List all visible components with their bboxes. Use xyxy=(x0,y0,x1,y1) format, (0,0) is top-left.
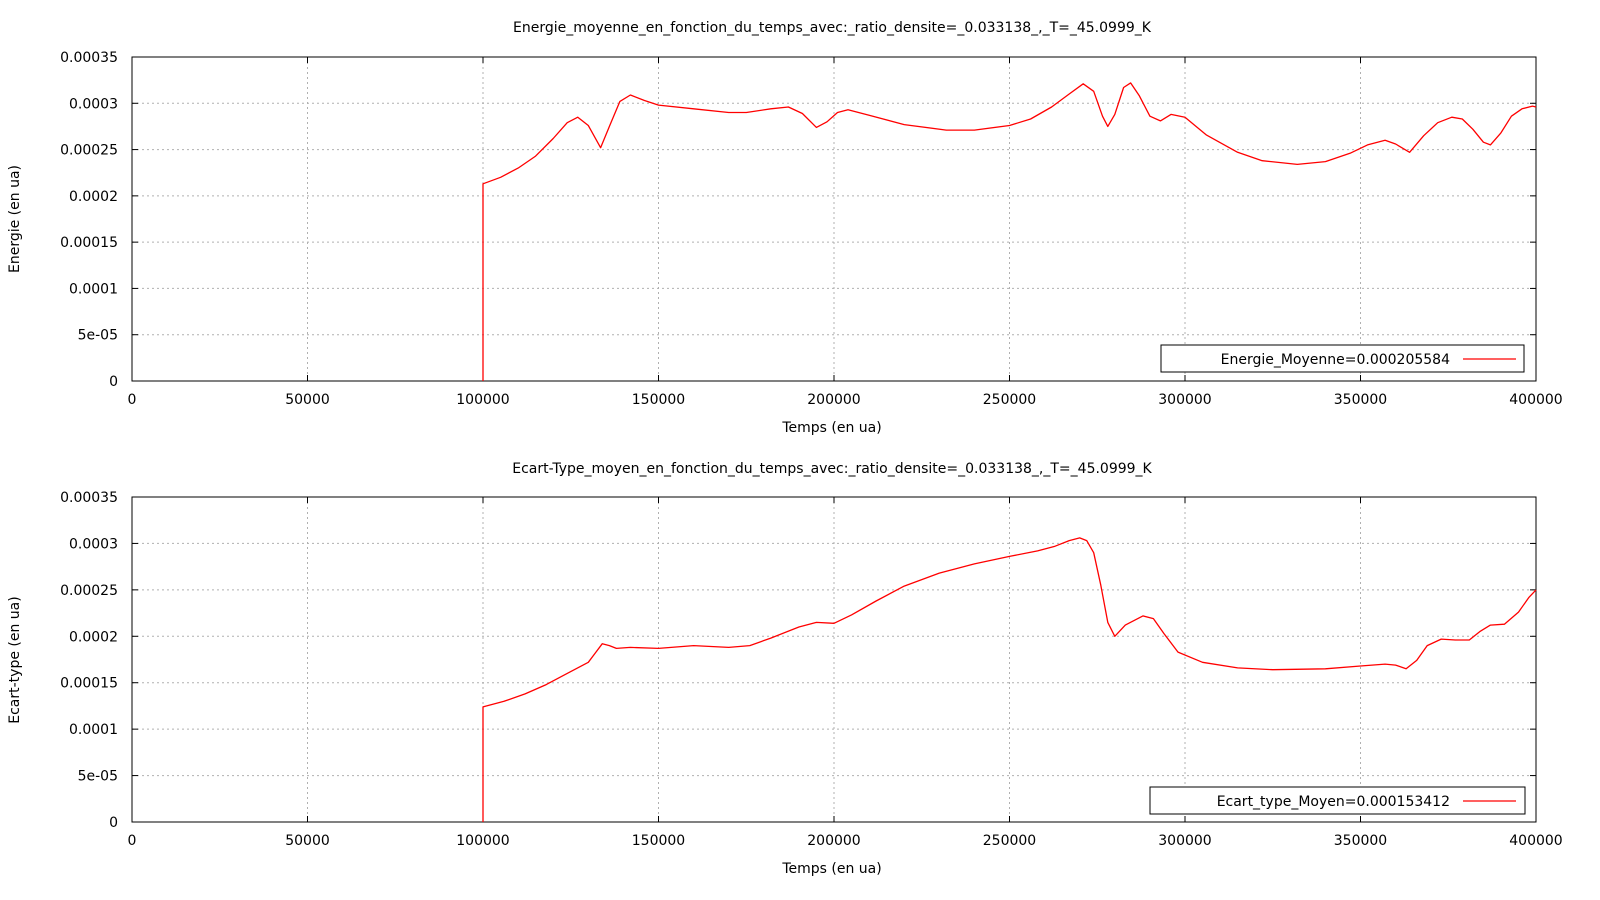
energy-y-tick-label: 5e-05 xyxy=(78,328,118,344)
energy-y-tick-label: 0.00015 xyxy=(60,235,118,251)
energy-y-tick-label: 0.00025 xyxy=(60,143,118,159)
energy-x-tick-label: 200000 xyxy=(807,392,860,408)
energy-y-tick-label: 0.0003 xyxy=(69,96,118,112)
stddev-y-tick-label: 0.00035 xyxy=(60,490,118,506)
energy-x-tick-label: 150000 xyxy=(632,392,685,408)
stddev-y-axis-label: Ecart-type (en ua) xyxy=(7,596,23,723)
stddev-x-tick-label: 50000 xyxy=(285,833,330,849)
energy-legend: Energie_Moyenne=0.000205584 xyxy=(1160,344,1525,373)
stddev-x-tick-label: 400000 xyxy=(1509,833,1562,849)
stddev-y-axis-ticks: 0 5e-05 0.0001 0.00015 0.0002 0.00025 0.0003 0.… xyxy=(60,490,1536,831)
stddev-x-tick-label: 350000 xyxy=(1334,833,1387,849)
energy-y-axis-ticks: 0 5e-05 0.0001 0.00015 0.0002 0.00025 0.0003 0.… xyxy=(60,50,1536,390)
energy-x-tick-label: 0 xyxy=(128,392,137,408)
energy-x-tick-label: 250000 xyxy=(983,392,1036,408)
stddev-x-axis-label: Temps (en ua) xyxy=(781,861,881,877)
stddev-x-tick-label: 100000 xyxy=(456,833,509,849)
stddev-y-tick-label: 5e-05 xyxy=(78,769,118,785)
stddev-x-axis-ticks: 0 50000 100000 150000 200000 250000 300000 3500… xyxy=(128,497,1563,849)
energy-y-tick-label: 0.0002 xyxy=(69,189,118,205)
stddev-legend: Ecart_type_Moyen=0.000153412 xyxy=(1149,786,1526,815)
energy-x-axis-ticks: 0 50000 100000 150000 200000 250000 300000 3500… xyxy=(128,57,1563,408)
energy-x-tick-label: 100000 xyxy=(456,392,509,408)
stddev-x-tick-label: 300000 xyxy=(1158,833,1211,849)
energy-chart-grid xyxy=(132,57,1536,381)
stddev-x-tick-label: 250000 xyxy=(983,833,1036,849)
energy-legend-label: Energie_Moyenne=0.000205584 xyxy=(1221,352,1450,368)
energy-series-line xyxy=(482,82,1537,381)
energy-y-tick-label: 0.00035 xyxy=(60,50,118,66)
energy-y-axis-label: Energie (en ua) xyxy=(7,165,23,273)
energy-x-tick-label: 350000 xyxy=(1334,392,1387,408)
stddev-chart-title: Ecart-Type_moyen_en_fonction_du_temps_av… xyxy=(512,461,1152,477)
stddev-x-tick-label: 0 xyxy=(128,833,137,849)
energy-x-tick-label: 400000 xyxy=(1509,392,1562,408)
stddev-y-tick-label: 0 xyxy=(109,815,118,831)
stddev-y-tick-label: 0.0001 xyxy=(69,722,118,738)
energy-y-tick-label: 0 xyxy=(109,374,118,390)
energy-x-tick-label: 50000 xyxy=(285,392,330,408)
stddev-x-tick-label: 150000 xyxy=(632,833,685,849)
energy-chart: Energie_moyenne_en_fonction_du_temps_ave… xyxy=(7,20,1563,436)
stddev-series xyxy=(482,537,1537,822)
stddev-y-tick-label: 0.0003 xyxy=(69,536,118,552)
stddev-chart: Ecart-Type_moyen_en_fonction_du_temps_av… xyxy=(7,461,1563,877)
stddev-series-line xyxy=(482,537,1537,822)
stddev-legend-label: Ecart_type_Moyen=0.000153412 xyxy=(1217,794,1450,810)
energy-x-tick-label: 300000 xyxy=(1158,392,1211,408)
stddev-y-tick-label: 0.00015 xyxy=(60,676,118,692)
stddev-x-tick-label: 200000 xyxy=(807,833,860,849)
energy-series xyxy=(482,82,1537,381)
stddev-y-tick-label: 0.0002 xyxy=(69,629,118,645)
energy-y-tick-label: 0.0001 xyxy=(69,281,118,297)
energy-x-axis-label: Temps (en ua) xyxy=(781,420,881,436)
stddev-y-tick-label: 0.00025 xyxy=(60,583,118,599)
energy-chart-title: Energie_moyenne_en_fonction_du_temps_ave… xyxy=(513,20,1152,36)
stddev-chart-grid xyxy=(132,497,1536,822)
stddev-legend-box xyxy=(1149,786,1526,815)
